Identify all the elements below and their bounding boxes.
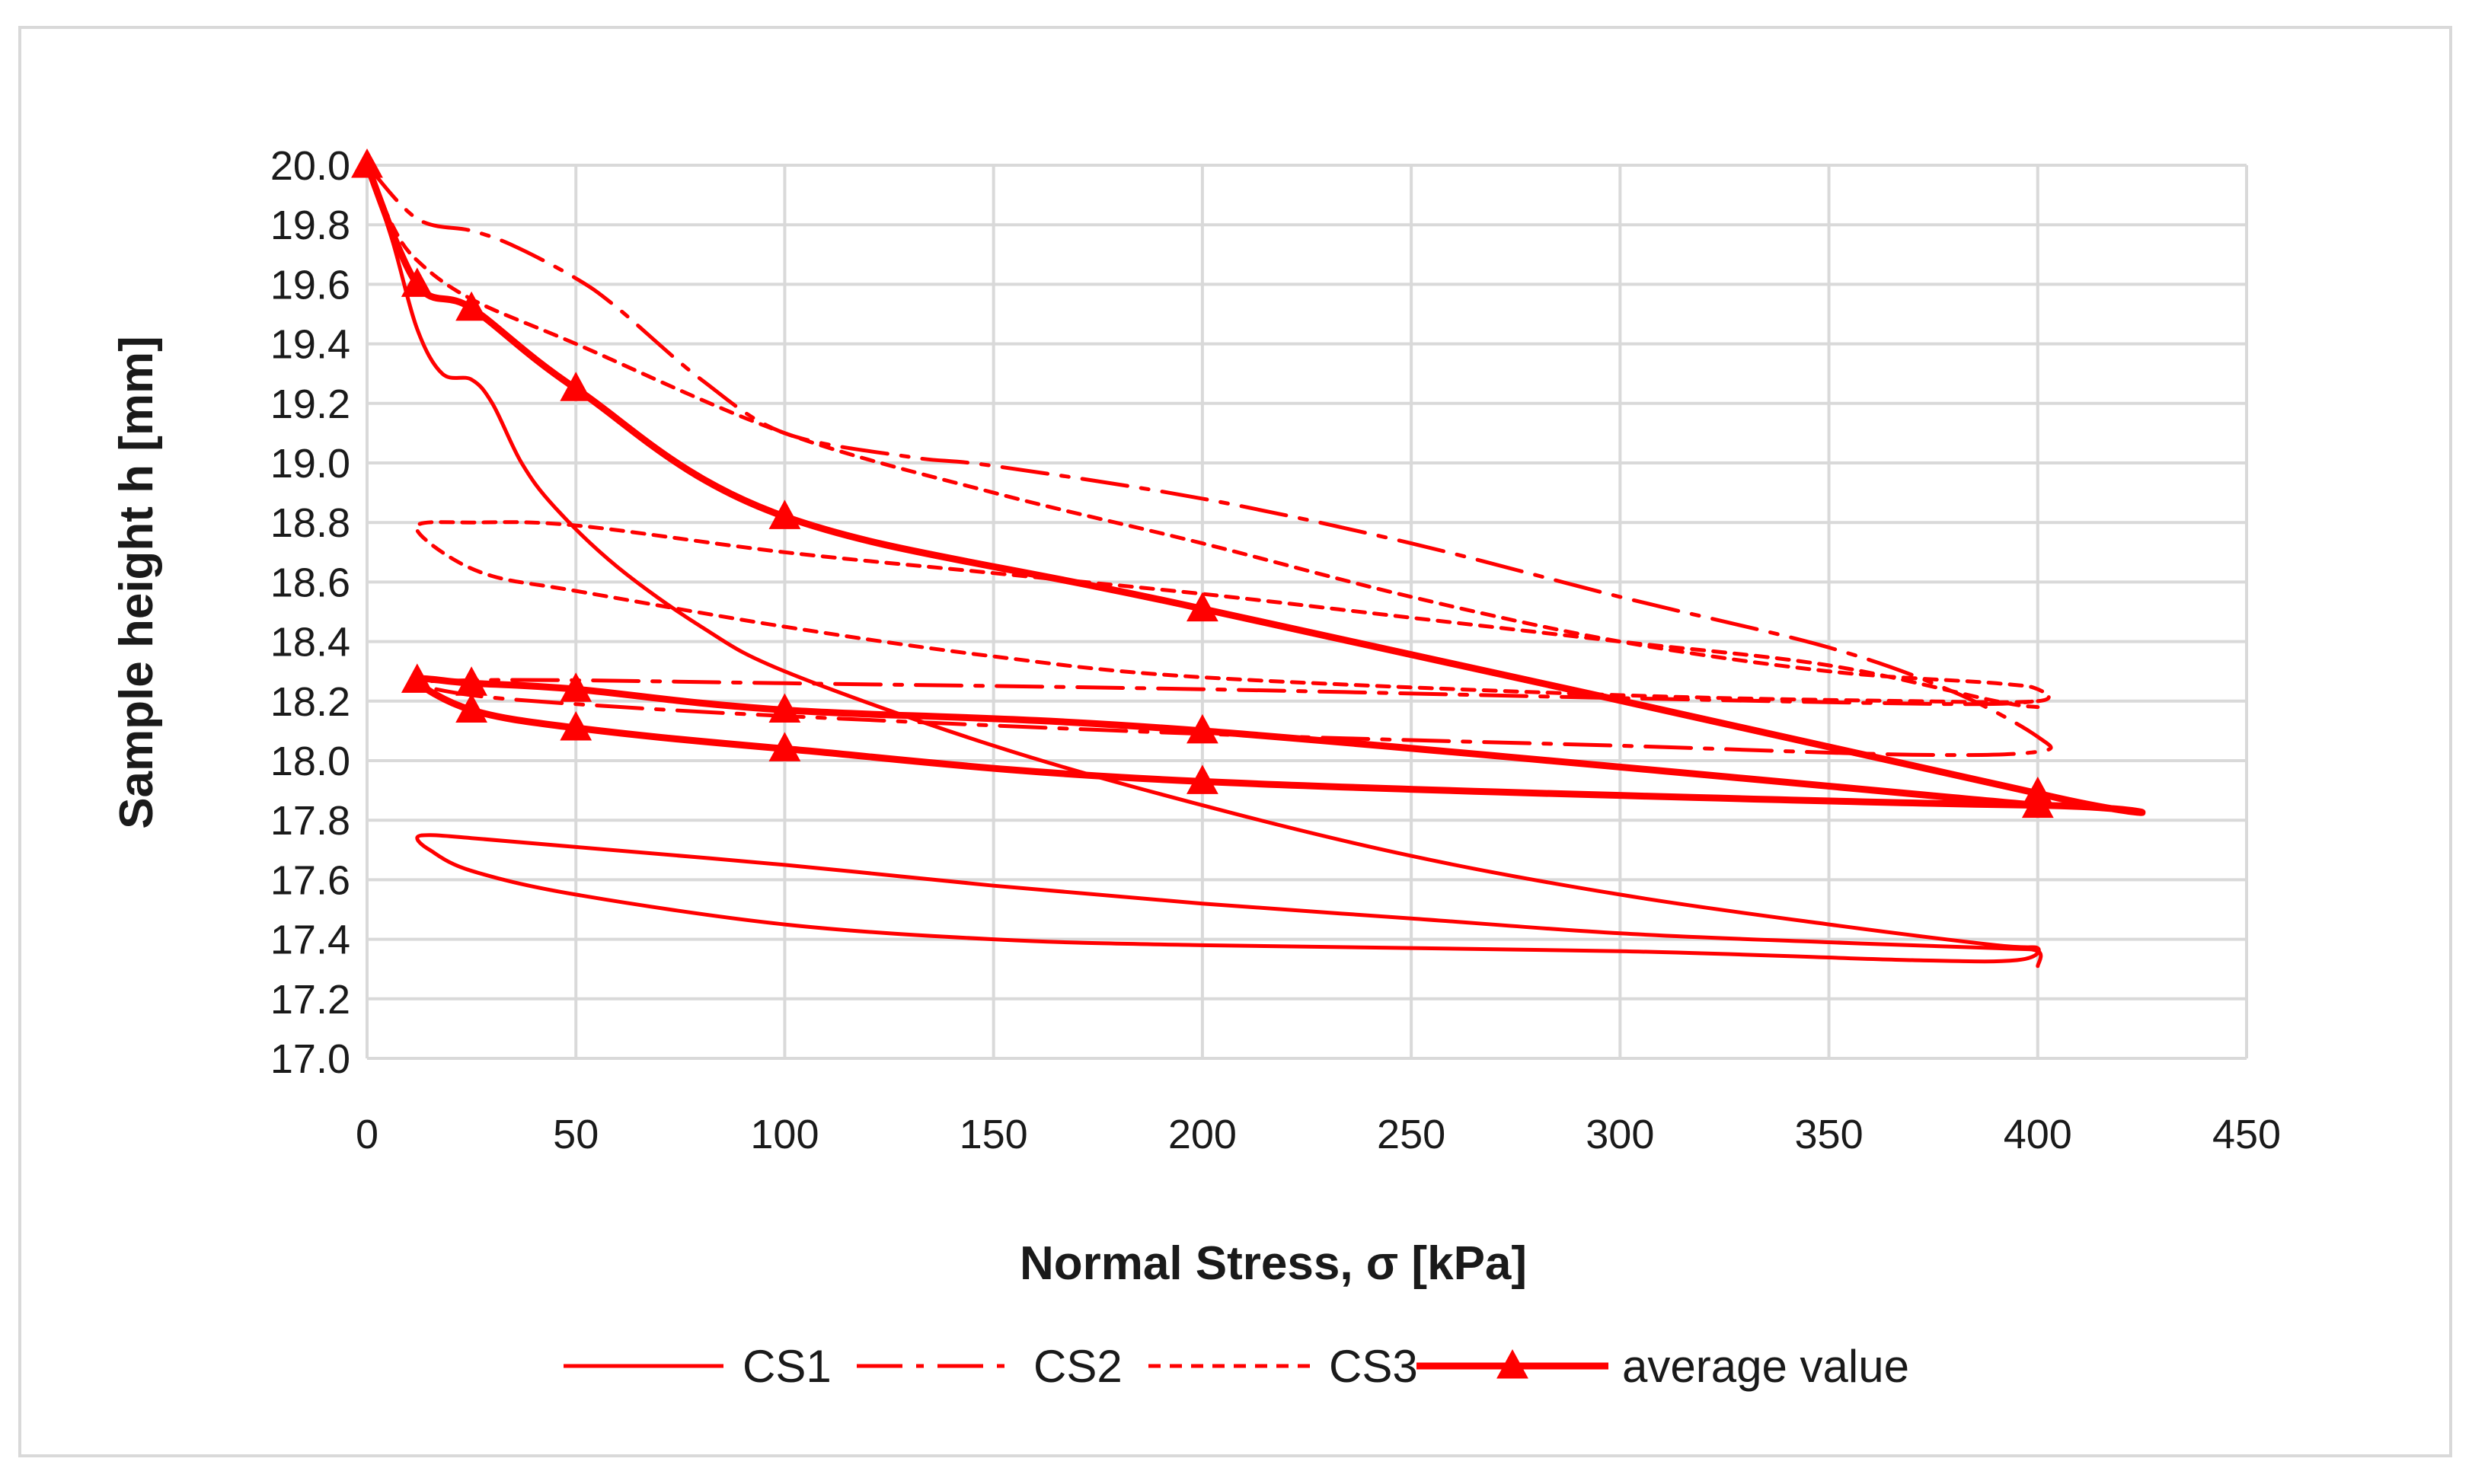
legend: CS1 CS2 CS3 average value — [564, 1341, 1909, 1392]
gridlines — [366, 164, 2248, 1060]
y-tick-label-14: 19.8 — [270, 203, 350, 248]
x-tick-label-9: 450 — [2212, 1112, 2281, 1157]
series-layer — [351, 148, 2146, 969]
legend-label-cs3: CS3 — [1329, 1341, 1418, 1392]
average-marker-8 — [1186, 764, 1218, 794]
x-tick-label-6: 300 — [1586, 1112, 1654, 1157]
y-tick-label-5: 18.0 — [270, 739, 350, 784]
x-tick-labels: 0 50 100 150 200 250 300 350 400 450 — [356, 1112, 2281, 1157]
y-tick-label-8: 18.6 — [270, 560, 350, 605]
average-marker-2 — [455, 291, 487, 321]
legend-label-cs1: CS1 — [743, 1341, 832, 1392]
series-line-cs1 — [365, 163, 2043, 969]
y-tick-label-0: 17.0 — [270, 1036, 350, 1082]
y-tick-label-3: 17.6 — [270, 857, 350, 903]
x-tick-label-7: 350 — [1795, 1112, 1864, 1157]
x-tick-label-0: 0 — [356, 1112, 378, 1157]
y-tick-labels: 17.0 17.2 17.4 17.6 17.8 18.0 18.2 18.4 18.6 18.8… — [270, 143, 350, 1082]
average-marker-10 — [560, 711, 592, 741]
y-axis-title: Sample height h [mm] — [110, 336, 163, 829]
average-marker-11 — [455, 693, 487, 723]
series-line-cs3 — [365, 163, 2051, 710]
y-tick-label-7: 18.4 — [270, 620, 350, 665]
y-tick-label-13: 19.6 — [270, 262, 350, 308]
y-tick-label-6: 18.2 — [270, 679, 350, 725]
y-tick-label-9: 18.8 — [270, 500, 350, 546]
average-marker-12 — [401, 663, 433, 693]
y-tick-label-10: 19.0 — [270, 441, 350, 487]
average-marker-1 — [401, 267, 433, 297]
average-marker-7 — [2021, 788, 2054, 819]
average-marker-15 — [768, 693, 801, 723]
x-tick-label-8: 400 — [2004, 1112, 2072, 1157]
series-line-average-value — [363, 161, 2146, 816]
legend-marker-average-value — [1496, 1349, 1528, 1379]
y-tick-label-15: 20.0 — [270, 143, 350, 189]
y-tick-label-4: 17.8 — [270, 798, 350, 844]
average-marker-9 — [768, 732, 801, 761]
average-marker-5 — [1186, 592, 1218, 622]
y-tick-label-12: 19.4 — [270, 322, 350, 368]
average-marker-3 — [560, 372, 592, 401]
y-tick-label-1: 17.2 — [270, 977, 350, 1023]
y-tick-label-2: 17.4 — [270, 918, 350, 963]
legend-label-cs2: CS2 — [1033, 1341, 1123, 1392]
average-marker-14 — [560, 672, 592, 702]
average-marker-4 — [768, 499, 801, 529]
average-marker-16 — [1186, 713, 1218, 744]
x-tick-label-1: 50 — [553, 1112, 599, 1157]
x-tick-label-2: 100 — [750, 1112, 819, 1157]
x-axis-title: Normal Stress, σ [kPa] — [1020, 1237, 1527, 1290]
average-marker-0 — [351, 148, 383, 178]
legend-label-average-value: average value — [1622, 1341, 1909, 1392]
x-tick-label-5: 250 — [1377, 1112, 1445, 1157]
average-marker-13 — [455, 666, 487, 696]
x-tick-label-3: 150 — [960, 1112, 1028, 1157]
y-tick-label-11: 19.2 — [270, 381, 350, 427]
x-tick-label-4: 200 — [1168, 1112, 1237, 1157]
